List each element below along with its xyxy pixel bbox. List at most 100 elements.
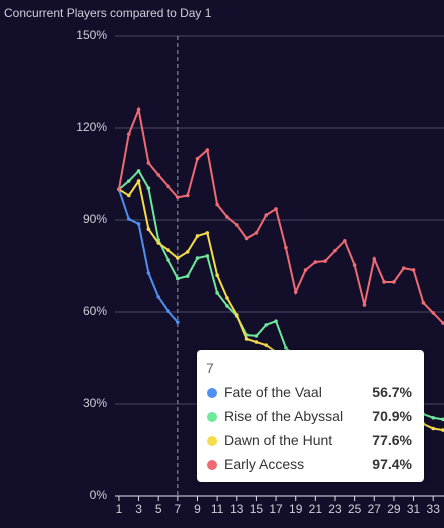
x-tick-label: 7 xyxy=(175,502,182,516)
point xyxy=(431,426,435,431)
point xyxy=(126,193,131,198)
series-line xyxy=(117,189,179,323)
series-line xyxy=(117,106,444,324)
point xyxy=(166,309,170,313)
point xyxy=(176,195,180,200)
point xyxy=(244,236,249,241)
point xyxy=(126,132,131,136)
point xyxy=(185,193,190,198)
point xyxy=(136,107,141,112)
point xyxy=(215,202,219,207)
point xyxy=(195,234,200,238)
point xyxy=(156,295,161,299)
point xyxy=(431,311,435,315)
point xyxy=(215,273,219,278)
point xyxy=(166,184,170,189)
point xyxy=(136,169,141,173)
point xyxy=(176,256,180,260)
x-tick-label: 27 xyxy=(368,502,382,516)
x-tick-label: 23 xyxy=(328,502,342,516)
tooltip-row: Rise of the Abyssal 70.9% xyxy=(206,408,412,426)
point xyxy=(431,416,435,420)
point xyxy=(215,291,219,295)
point xyxy=(176,276,180,281)
point xyxy=(146,271,151,275)
point xyxy=(401,266,406,270)
point xyxy=(146,161,151,165)
point xyxy=(225,215,229,219)
point xyxy=(136,222,141,226)
point xyxy=(352,263,357,267)
point xyxy=(225,304,229,308)
point xyxy=(126,217,131,221)
point xyxy=(254,340,259,344)
point xyxy=(205,231,210,235)
point xyxy=(362,303,367,307)
point xyxy=(343,239,347,243)
point xyxy=(117,187,121,192)
point xyxy=(166,248,170,252)
x-tick-label: 17 xyxy=(269,502,283,516)
point xyxy=(411,268,416,272)
point xyxy=(136,179,141,183)
tooltip-row: Early Access 97.4% xyxy=(206,456,412,474)
x-tick-label: 25 xyxy=(348,502,362,516)
x-tick-label: 11 xyxy=(211,502,224,516)
point xyxy=(284,346,288,350)
point xyxy=(274,207,278,211)
y-tick-label: 30% xyxy=(83,396,107,410)
point xyxy=(441,417,444,422)
point xyxy=(195,156,200,161)
tooltip: 7 Fate of the Vaal 56.7% Rise of the Abyss… xyxy=(197,350,424,482)
tooltip-value: 56.7% xyxy=(372,384,412,400)
point xyxy=(323,259,327,263)
point xyxy=(156,241,161,245)
x-tick-label: 3 xyxy=(135,502,142,516)
point xyxy=(146,186,151,190)
y-tick-label: 150% xyxy=(76,28,107,42)
x-tick-label: 9 xyxy=(194,502,201,516)
point xyxy=(441,428,444,432)
x-tick-label: 1 xyxy=(116,502,123,516)
point xyxy=(441,321,444,325)
point xyxy=(372,257,377,261)
x-tick-label: 15 xyxy=(250,502,264,516)
y-tick-label: 60% xyxy=(83,304,107,318)
point xyxy=(284,245,288,250)
x-tick-label: 29 xyxy=(387,502,401,516)
tooltip-row: Dawn of the Hunt 77.6% xyxy=(206,432,412,450)
tooltip-marker xyxy=(207,436,217,446)
point xyxy=(166,258,170,262)
tooltip-series-name: Dawn of the Hunt xyxy=(224,432,333,448)
point xyxy=(392,280,396,284)
point xyxy=(254,231,259,235)
point xyxy=(205,148,210,152)
tooltip-row: Fate of the Vaal 56.7% xyxy=(206,384,412,402)
y-tick-label: 90% xyxy=(83,212,107,226)
y-tick-label: 0% xyxy=(90,488,108,502)
x-tick-label: 31 xyxy=(407,502,421,516)
point xyxy=(195,256,200,260)
tooltip-marker xyxy=(207,460,217,470)
point xyxy=(176,320,180,324)
x-tick-label: 19 xyxy=(289,502,303,516)
tooltip-series-name: Rise of the Abyssal xyxy=(224,408,344,424)
point xyxy=(254,334,259,338)
tooltip-value: 77.6% xyxy=(372,432,412,448)
point xyxy=(264,343,269,347)
x-tick-label: 21 xyxy=(309,502,323,516)
point xyxy=(234,223,239,227)
point xyxy=(313,260,318,264)
tooltip-value: 70.9% xyxy=(372,408,412,424)
point xyxy=(126,179,131,183)
point xyxy=(264,323,269,327)
point xyxy=(421,301,426,305)
tooltip-series-name: Early Access xyxy=(224,456,305,472)
tooltip-marker xyxy=(207,412,217,422)
point xyxy=(274,319,278,324)
x-tick-label: 33 xyxy=(427,502,441,516)
tooltip-title: 7 xyxy=(206,360,214,376)
tooltip-value: 97.4% xyxy=(372,456,412,472)
point xyxy=(156,173,161,177)
point xyxy=(244,337,249,341)
